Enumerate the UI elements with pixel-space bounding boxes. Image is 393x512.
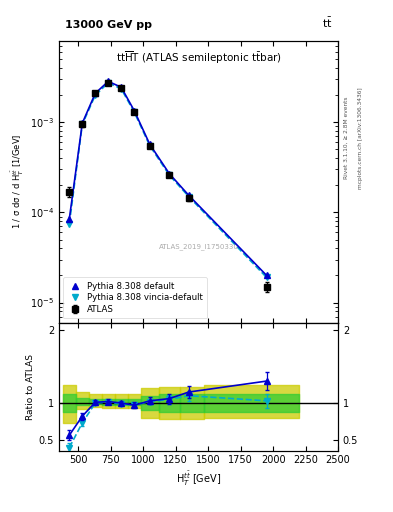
- Text: Rivet 3.1.10, ≥ 2.8M events: Rivet 3.1.10, ≥ 2.8M events: [344, 97, 349, 180]
- Pythia 8.308 default: [119, 84, 124, 90]
- Pythia 8.308 default: [132, 108, 137, 114]
- X-axis label: H$_T^{t\bar{t}}$ [GeV]: H$_T^{t\bar{t}}$ [GeV]: [176, 470, 221, 488]
- Pythia 8.308 vincia-default: [264, 274, 269, 281]
- Pythia 8.308 default: [264, 272, 269, 279]
- Pythia 8.308 default: [106, 78, 110, 84]
- Pythia 8.308 default: [80, 120, 84, 126]
- Pythia 8.308 default: [93, 90, 97, 96]
- Line: Pythia 8.308 vincia-default: Pythia 8.308 vincia-default: [66, 79, 270, 281]
- Pythia 8.308 default: [186, 192, 191, 198]
- Pythia 8.308 default: [67, 216, 72, 222]
- Pythia 8.308 default: [147, 141, 152, 147]
- Pythia 8.308 vincia-default: [132, 109, 137, 115]
- Pythia 8.308 vincia-default: [67, 221, 72, 227]
- Text: tt$\overline{\mathrm{H}}$T (ATLAS semileptonic t$\bar{\mathrm{t}}$bar): tt$\overline{\mathrm{H}}$T (ATLAS semile…: [116, 50, 281, 66]
- Line: Pythia 8.308 default: Pythia 8.308 default: [66, 78, 270, 279]
- Pythia 8.308 vincia-default: [147, 143, 152, 149]
- Pythia 8.308 vincia-default: [80, 121, 84, 127]
- Y-axis label: Ratio to ATLAS: Ratio to ATLAS: [26, 354, 35, 419]
- Legend: Pythia 8.308 default, Pythia 8.308 vincia-default, ATLAS: Pythia 8.308 default, Pythia 8.308 vinci…: [63, 278, 207, 318]
- Pythia 8.308 vincia-default: [186, 194, 191, 200]
- Pythia 8.308 vincia-default: [93, 92, 97, 98]
- Text: mcplots.cern.ch [arXiv:1306.3436]: mcplots.cern.ch [arXiv:1306.3436]: [358, 88, 363, 189]
- Pythia 8.308 vincia-default: [119, 86, 124, 92]
- Text: ATLAS_2019_I1750330: ATLAS_2019_I1750330: [158, 243, 239, 250]
- Pythia 8.308 vincia-default: [167, 172, 172, 178]
- Pythia 8.308 vincia-default: [106, 80, 110, 86]
- Y-axis label: 1 / σ dσ / d H$_T^{t\bar{t}}$ [1/GeV]: 1 / σ dσ / d H$_T^{t\bar{t}}$ [1/GeV]: [9, 134, 26, 229]
- Text: 13000 GeV pp: 13000 GeV pp: [64, 19, 152, 30]
- Text: t$\bar{\mathrm{t}}$: t$\bar{\mathrm{t}}$: [322, 15, 332, 30]
- Pythia 8.308 default: [167, 170, 172, 177]
